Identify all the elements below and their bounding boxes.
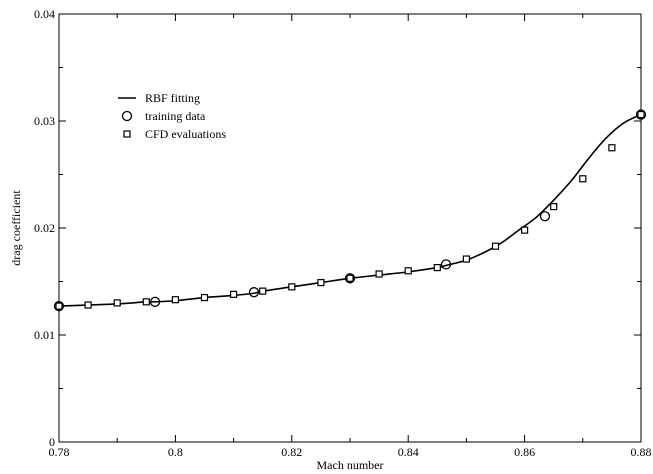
cfd-evaluation-point [142,298,150,306]
y-axis-title: drag coefficient [9,190,23,266]
cfd-evaluation-point [520,226,529,234]
x-tick-label: 0.82 [281,445,302,459]
axis-ticks [58,13,642,443]
cfd-evaluation-point [462,255,470,263]
cfd-evaluation-point [637,110,645,119]
y-tick-label: 0.02 [34,221,55,235]
legend: RBF fitting training data CFD evaluation… [118,91,226,141]
axis-tick-labels: 0.78 0.8 0.82 0.84 0.86 0.88 0 0.01 0.02 0.03 0.04 [34,7,652,459]
y-tick-label: 0.01 [34,328,55,342]
cfd-evaluation-point [317,278,325,287]
training-data-point [539,211,551,222]
cfd-evaluation-point [375,270,383,278]
cfd-evaluation-point [259,287,267,295]
cfd-evaluation-point [288,283,296,291]
training-data-point [248,287,260,298]
cfd-evaluation-point [579,175,587,183]
cfd-evaluation-point [200,293,209,302]
legend-square-marker [123,130,131,138]
legend-circle-marker [121,110,133,122]
training-data-point [635,109,647,120]
legend-label-rbf-fitting: RBF fitting [145,91,200,105]
cfd-evaluation-point [346,274,354,282]
x-tick-label: 0.8 [168,445,183,459]
cfd-evaluation-point [550,203,558,211]
cfd-evaluation-markers [55,110,645,310]
training-data-point [440,259,452,270]
x-tick-label: 0.84 [398,445,419,459]
training-data-point [53,300,65,312]
training-data-markers [53,109,647,312]
plot-frame [58,13,642,443]
rbf-fitting-line [58,113,642,307]
y-tick-label: 0.04 [34,7,55,21]
cfd-evaluation-point [84,301,92,309]
training-data-point [149,296,161,307]
legend-label-cfd-evaluations: CFD evaluations [145,127,226,141]
x-tick-label: 0.86 [514,445,535,459]
x-tick-label: 0.78 [49,445,70,459]
cfd-evaluation-point [230,290,238,298]
y-tick-label: 0 [49,435,55,449]
training-data-point [344,273,356,284]
cfd-evaluation-point [608,144,616,152]
legend-label-training-data: training data [145,109,206,123]
x-tick-label: 0.88 [631,445,652,459]
x-axis-title: Mach number [317,458,384,472]
cfd-evaluation-point [433,263,441,272]
y-tick-label: 0.03 [34,114,55,128]
cfd-evaluation-point [113,299,121,307]
cfd-evaluation-point [491,242,500,250]
cfd-evaluation-point [55,302,63,310]
cfd-evaluation-point [404,267,412,275]
cfd-evaluation-point [171,296,179,304]
